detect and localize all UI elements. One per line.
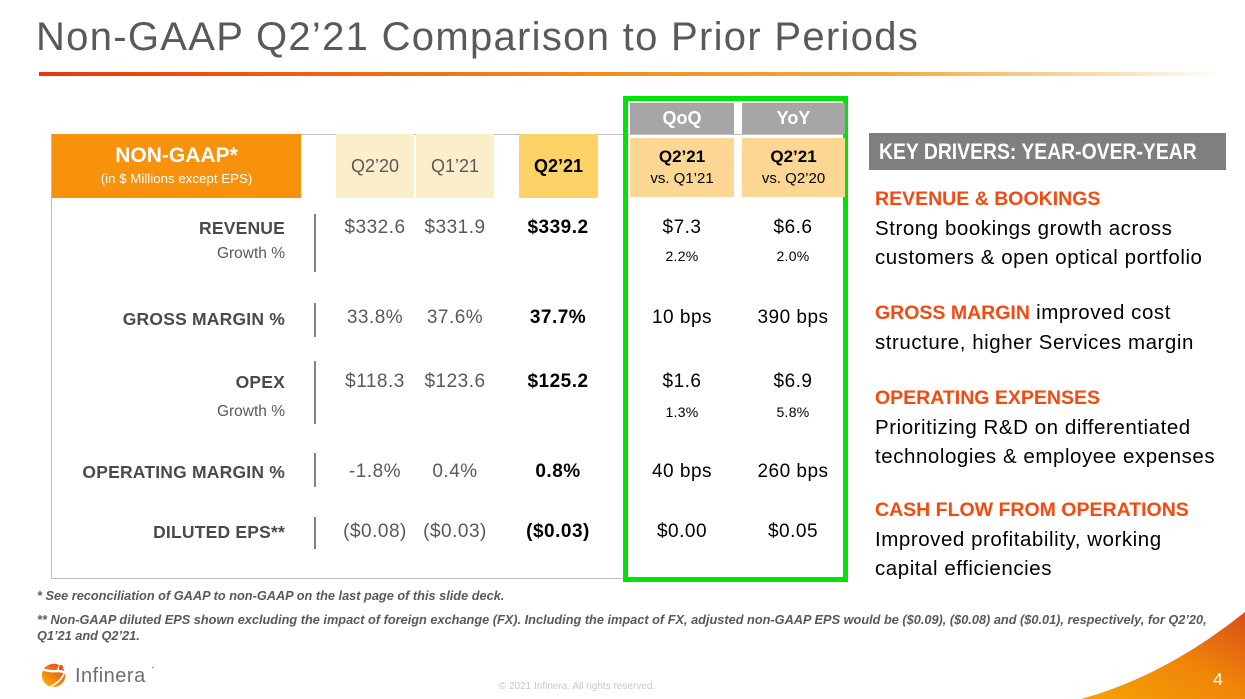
svg-text:Infinera: Infinera: [75, 665, 146, 687]
